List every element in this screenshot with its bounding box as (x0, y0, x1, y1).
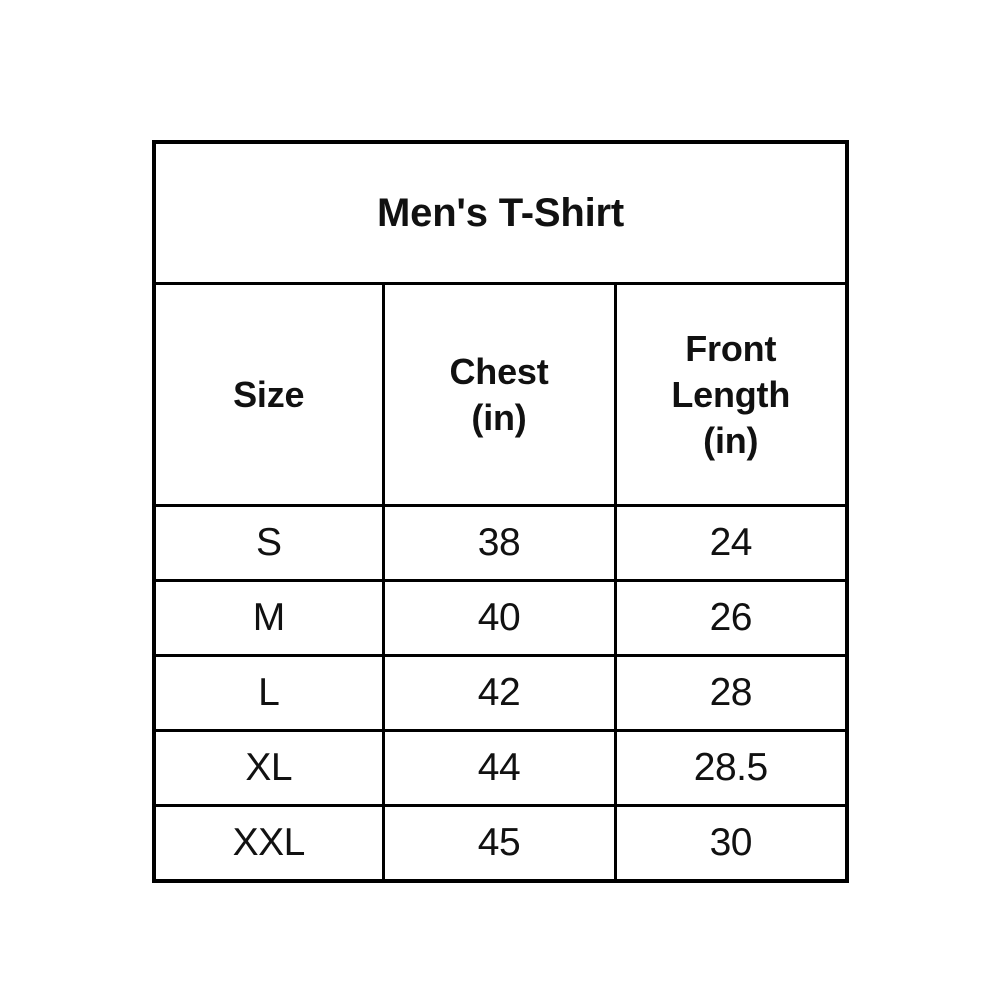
column-header-chest-line-1: Chest (449, 350, 549, 392)
cell-front-length: 30 (613, 804, 849, 883)
cell-size: L (152, 654, 385, 732)
table-row: M 40 26 (152, 579, 849, 657)
cell-chest: 45 (381, 804, 617, 883)
column-header-chest: Chest (in) (381, 282, 617, 507)
table-header-row: Size Chest (in) Front Length (in) (152, 282, 849, 507)
cell-front-length: 26 (613, 579, 849, 657)
size-chart-table: Men's T-Shirt Size Chest (in) Front Leng… (152, 140, 850, 883)
cell-front-length: 28 (613, 654, 849, 732)
column-header-front-length: Front Length (in) (613, 282, 849, 507)
table-row: L 42 28 (152, 654, 849, 732)
table-row: S 38 24 (152, 504, 849, 582)
cell-size: XL (152, 729, 385, 807)
column-header-size-line-1: Size (233, 373, 305, 415)
size-chart-container: Men's T-Shirt Size Chest (in) Front Leng… (152, 140, 850, 883)
cell-chest: 44 (381, 729, 617, 807)
cell-chest: 42 (381, 654, 617, 732)
cell-front-length: 28.5 (613, 729, 849, 807)
table-row: XXL 45 30 (152, 804, 849, 883)
table-row: XL 44 28.5 (152, 729, 849, 807)
table-title-row: Men's T-Shirt (152, 140, 849, 285)
cell-size: S (152, 504, 385, 582)
column-header-chest-line-2: (in) (471, 396, 527, 438)
cell-size: XXL (152, 804, 385, 883)
column-header-front-length-line-1: Front (685, 327, 777, 369)
column-header-front-length-line-2: Length (671, 373, 791, 415)
column-header-front-length-line-3: (in) (703, 419, 759, 461)
cell-chest: 40 (381, 579, 617, 657)
page-title: Men's T-Shirt (152, 140, 849, 285)
column-header-size: Size (152, 282, 385, 507)
cell-size: M (152, 579, 385, 657)
cell-front-length: 24 (613, 504, 849, 582)
cell-chest: 38 (381, 504, 617, 582)
